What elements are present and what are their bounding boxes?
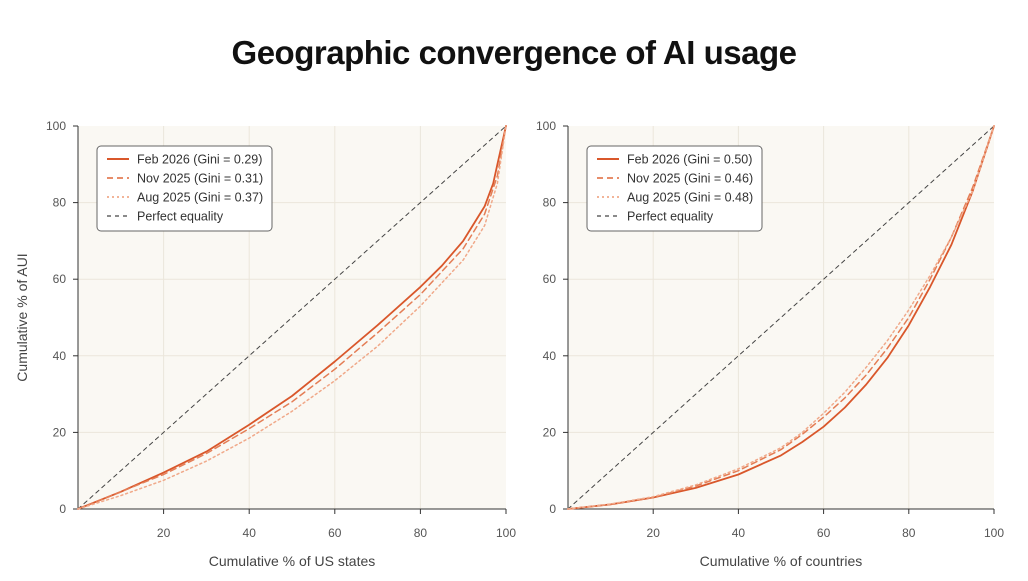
x-tick-label: 80 <box>902 526 916 540</box>
x-tick-label: 80 <box>414 526 428 540</box>
x-tick-label: 40 <box>732 526 746 540</box>
y-tick-label: 60 <box>53 272 67 286</box>
legend-label: Perfect equality <box>137 210 224 224</box>
x-tick-label: 60 <box>328 526 342 540</box>
y-tick-label: 40 <box>53 349 67 363</box>
page-title: Geographic convergence of AI usage <box>231 34 797 71</box>
chart-panel-1: 20 40 60 80 100 0 20 40 60 80 100 Cumulative % of U… <box>14 119 516 569</box>
y-tick-label: 80 <box>543 196 557 210</box>
x-tick-label: 100 <box>496 526 516 540</box>
series-line-solid <box>77 125 507 510</box>
x-tick-label: 40 <box>243 526 257 540</box>
legend: Feb 2026 (Gini = 0.50) Nov 2025 (Gini = 0… <box>586 145 763 232</box>
y-tick-label: 100 <box>536 119 556 133</box>
legend-label: Feb 2026 (Gini = 0.50) <box>627 153 752 167</box>
y-tick-label: 0 <box>59 502 66 516</box>
y-tick-label: 20 <box>543 425 557 439</box>
y-tick-label: 100 <box>46 119 66 133</box>
y-tick-label: 20 <box>53 425 67 439</box>
y-tick-label: 80 <box>53 196 67 210</box>
x-axis-label: Cumulative % of US states <box>209 553 376 569</box>
series-line-dotted <box>567 125 995 510</box>
legend-label: Perfect equality <box>627 210 714 224</box>
x-tick-label: 60 <box>817 526 831 540</box>
y-tick-label: 60 <box>543 272 557 286</box>
series-line-dashed <box>77 125 507 510</box>
series-line-dotted <box>77 125 507 510</box>
legend-box <box>96 145 273 232</box>
legend-label: Nov 2025 (Gini = 0.31) <box>137 172 263 186</box>
legend-label: Feb 2026 (Gini = 0.29) <box>137 153 262 167</box>
x-tick-label: 20 <box>157 526 171 540</box>
legend-label: Nov 2025 (Gini = 0.46) <box>627 172 753 186</box>
series-line-dashed <box>567 125 995 510</box>
legend-label: Aug 2025 (Gini = 0.48) <box>627 191 753 205</box>
y-tick-label: 0 <box>549 502 556 516</box>
y-axis-label: Cumulative % of AUI <box>14 253 30 381</box>
x-axis-label: Cumulative % of countries <box>700 553 863 569</box>
chart-panel-2: 20 40 60 80 100 0 20 40 60 80 100 Cumulative % of c… <box>536 119 1004 569</box>
x-tick-label: 100 <box>984 526 1004 540</box>
legend-box <box>586 145 763 232</box>
y-tick-label: 40 <box>543 349 557 363</box>
equality-line <box>77 125 507 510</box>
series-line-solid <box>567 125 995 510</box>
x-tick-label: 20 <box>647 526 661 540</box>
legend: Feb 2026 (Gini = 0.29) Nov 2025 (Gini = 0… <box>96 145 273 232</box>
legend-label: Aug 2025 (Gini = 0.37) <box>137 191 263 205</box>
